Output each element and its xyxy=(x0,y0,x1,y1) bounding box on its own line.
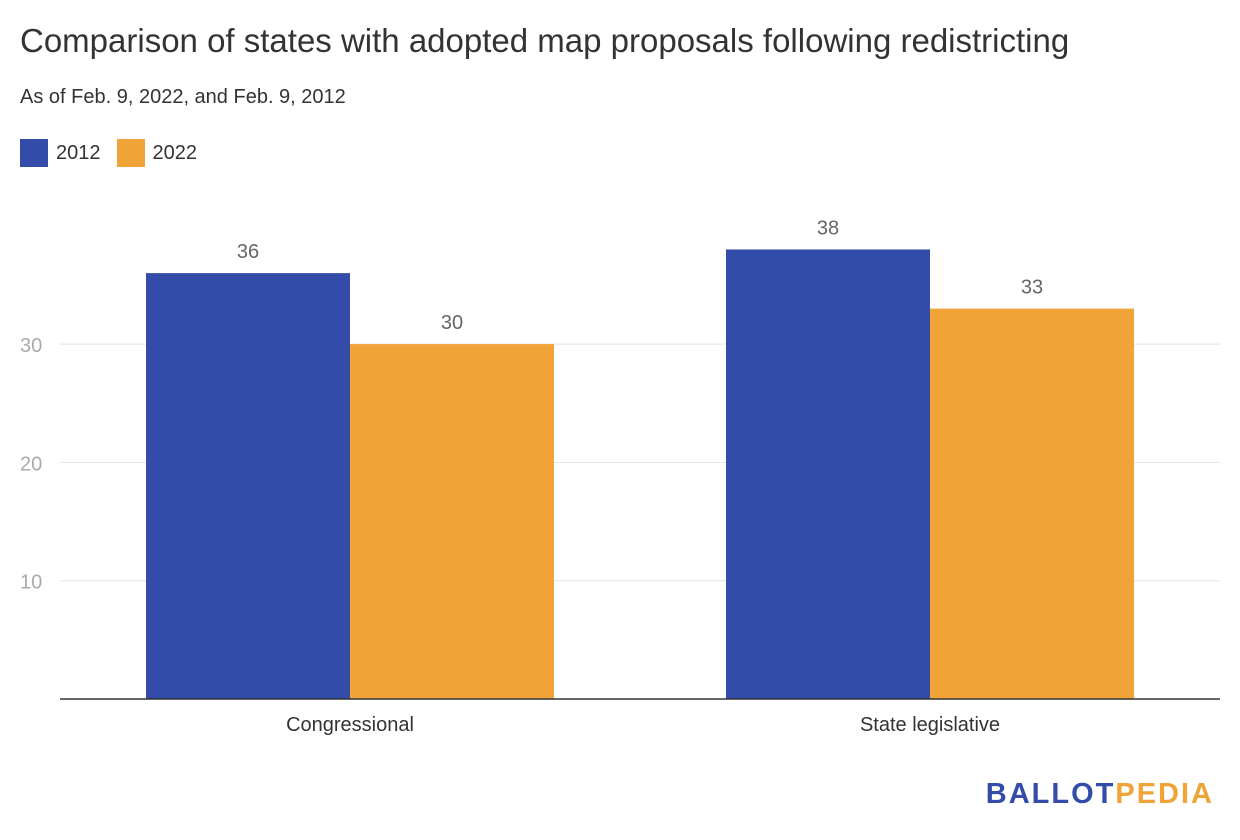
legend-item-2022: 2022 xyxy=(116,139,198,167)
logo-part2: PEDIA xyxy=(1115,778,1214,810)
data-label: 38 xyxy=(817,217,839,239)
legend-label: 2022 xyxy=(152,141,198,164)
y-tick-label: 30 xyxy=(20,335,42,357)
y-tick-label: 20 xyxy=(20,453,42,475)
legend-item-2012: 2012 xyxy=(20,139,101,167)
legend-label: 2012 xyxy=(56,141,101,164)
data-label: 33 xyxy=(1021,277,1043,299)
legend-swatch-2012 xyxy=(20,139,48,167)
data-label: 30 xyxy=(441,312,463,334)
ballotpedia-logo: BALLOTPEDIA xyxy=(986,778,1214,811)
data-label: 36 xyxy=(237,241,259,263)
x-tick-label: Congressional xyxy=(286,714,414,736)
bar-2012 xyxy=(146,273,350,699)
bar-2022 xyxy=(930,308,1134,699)
y-tick-label: 10 xyxy=(20,572,42,594)
x-tick-label: State legislative xyxy=(860,714,1000,736)
chart-subtitle: As of Feb. 9, 2022, and Feb. 9, 2012 xyxy=(20,86,346,108)
logo-part1: BALLOT xyxy=(985,778,1116,810)
legend: 2012 2022 xyxy=(20,139,197,167)
bar-2012 xyxy=(726,249,930,699)
bar-2022 xyxy=(350,344,554,699)
legend-swatch-2022 xyxy=(116,139,145,167)
chart-title: Comparison of states with adopted map pr… xyxy=(20,22,1070,59)
